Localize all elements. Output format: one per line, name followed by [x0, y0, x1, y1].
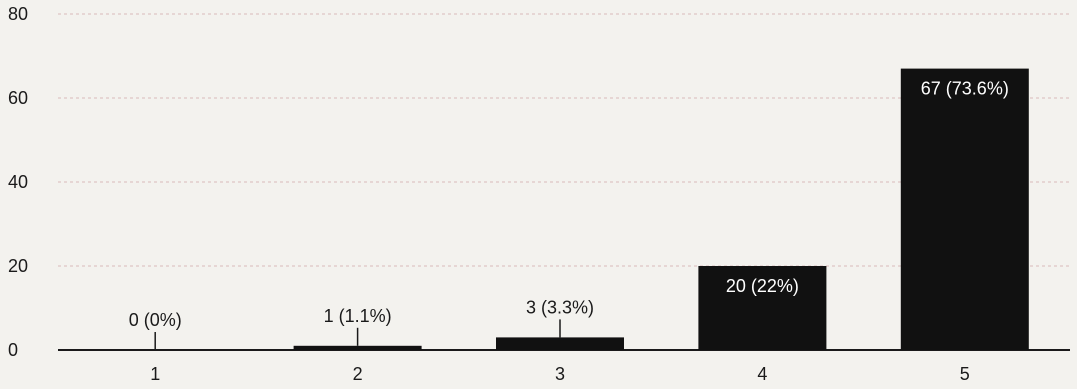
y-axis-ticks: 0 20 40 60 80: [8, 4, 28, 360]
bar: [496, 337, 624, 350]
bars: [293, 68, 1029, 350]
data-label: 20 (22%): [726, 276, 799, 296]
y-tick-label: 20: [8, 256, 28, 276]
bar: [698, 266, 827, 350]
x-tick-label: 1: [150, 364, 160, 384]
y-tick-label: 40: [8, 172, 28, 192]
bar: [293, 345, 422, 350]
data-label: 3 (3.3%): [526, 297, 594, 317]
data-labels: 0 (0%) 1 (1.1%) 3 (3.3%) 20 (22%) 67 (73.6%): [129, 79, 1009, 350]
y-tick-label: 0: [8, 340, 18, 360]
bar: [900, 68, 1029, 350]
data-label: 67 (73.6%): [921, 79, 1009, 99]
y-tick-label: 60: [8, 88, 28, 108]
y-tick-label: 80: [8, 4, 28, 24]
x-tick-label: 4: [757, 364, 767, 384]
x-tick-label: 5: [960, 364, 970, 384]
x-axis-ticks: 1 2 3 4 5: [150, 364, 970, 384]
x-tick-label: 3: [555, 364, 565, 384]
gridlines: [58, 13, 1070, 267]
data-label: 0 (0%): [129, 310, 182, 330]
x-tick-label: 2: [353, 364, 363, 384]
data-label: 1 (1.1%): [324, 306, 392, 326]
